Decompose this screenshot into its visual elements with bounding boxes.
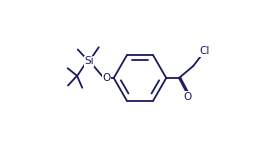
Text: O: O <box>102 73 110 83</box>
Text: Si: Si <box>84 57 94 66</box>
Text: Cl: Cl <box>199 46 210 56</box>
Text: O: O <box>184 92 192 102</box>
